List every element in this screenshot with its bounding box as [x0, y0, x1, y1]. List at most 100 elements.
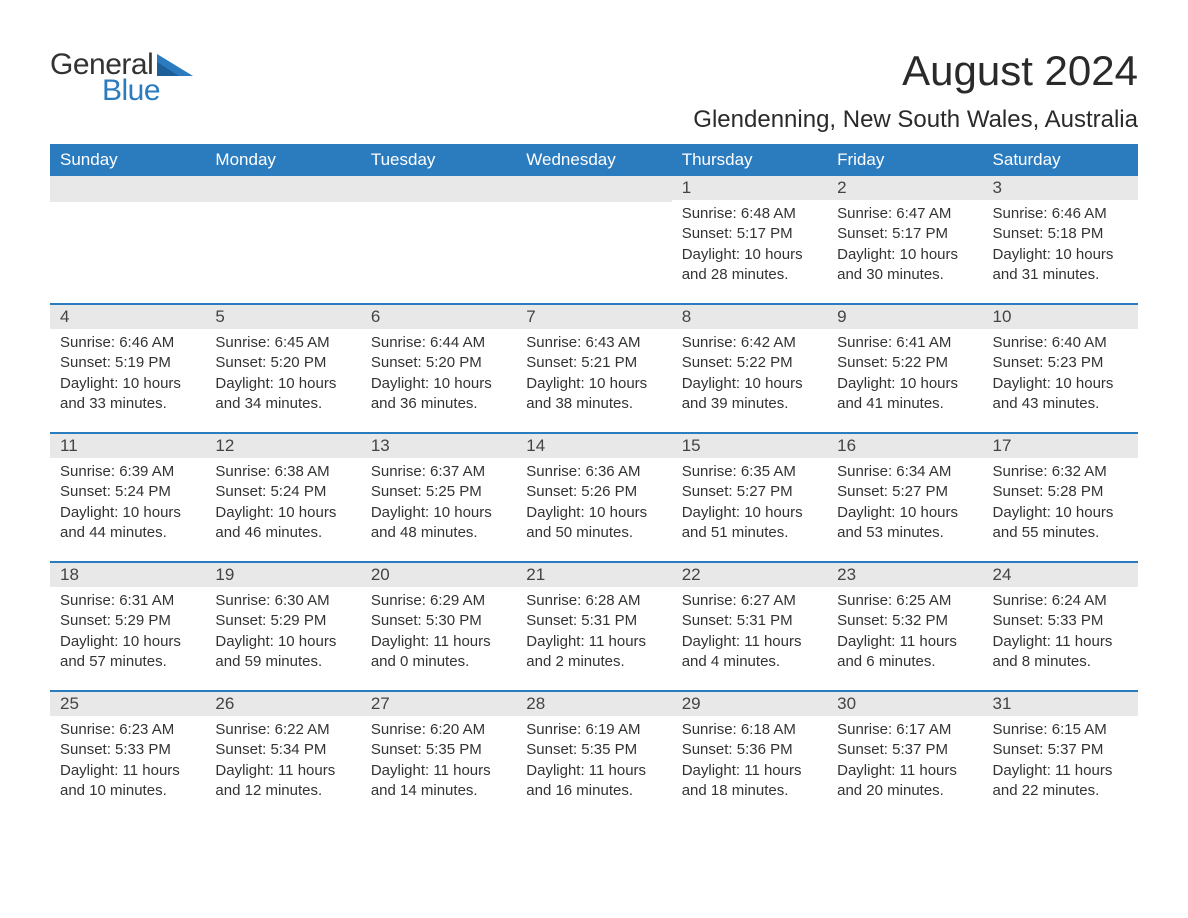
- day-content: Sunrise: 6:22 AMSunset: 5:34 PMDaylight:…: [205, 716, 360, 819]
- calendar-day-cell: 18Sunrise: 6:31 AMSunset: 5:29 PMDayligh…: [50, 561, 205, 690]
- day-cell-inner: 29Sunrise: 6:18 AMSunset: 5:36 PMDayligh…: [672, 690, 827, 819]
- daylight-line: Daylight: 10 hours and 31 minutes.: [993, 245, 1128, 286]
- calendar-day-cell: 20Sunrise: 6:29 AMSunset: 5:30 PMDayligh…: [361, 561, 516, 690]
- daylight-line: Daylight: 11 hours and 0 minutes.: [371, 632, 506, 673]
- sunset-line: Sunset: 5:26 PM: [526, 482, 661, 502]
- calendar-day-cell: 14 Sunrise: 6:36 AMSunset: 5:26 PMDayligh…: [516, 432, 671, 561]
- header-titles: August 2024 Glendenning, New South Wales…: [693, 50, 1138, 134]
- sunrise-line: Sunrise: 6:34 AM: [837, 462, 972, 482]
- sunrise-line: Sunrise: 6:37 AM: [371, 462, 506, 482]
- day-cell-inner: 16Sunrise: 6:34 AMSunset: 5:27 PMDayligh…: [827, 432, 982, 561]
- sunset-line: Sunset: 5:20 PM: [371, 353, 506, 373]
- calendar-day-cell: 4Sunrise: 6:46 AMSunset: 5:19 PMDaylight…: [50, 303, 205, 432]
- weekday-header-row: SundayMondayTuesdayWednesdayThursdayFrid…: [50, 144, 1138, 176]
- logo-triangle-icon: [157, 54, 193, 76]
- daylight-line: Daylight: 10 hours and 36 minutes.: [371, 374, 506, 415]
- day-cell-inner: 9Sunrise: 6:41 AMSunset: 5:22 PMDaylight…: [827, 303, 982, 432]
- calendar-day-cell: 6Sunrise: 6:44 AMSunset: 5:20 PMDaylight…: [361, 303, 516, 432]
- calendar-day-cell: 28Sunrise: 6:19 AMSunset: 5:35 PMDayligh…: [516, 690, 671, 819]
- day-content: Sunrise: 6:19 AMSunset: 5:35 PMDaylight:…: [516, 716, 671, 819]
- sunset-line: Sunset: 5:20 PM: [215, 353, 350, 373]
- location-title: Glendenning, New South Wales, Australia: [693, 106, 1138, 134]
- daylight-line: Daylight: 10 hours and 39 minutes.: [682, 374, 817, 415]
- day-number-bar: 19: [205, 561, 360, 587]
- day-cell-inner: [205, 176, 360, 296]
- day-content: Sunrise: 6:48 AMSunset: 5:17 PMDaylight:…: [672, 200, 827, 303]
- sunrise-line: Sunrise: 6:28 AM: [526, 591, 661, 611]
- sunrise-line: Sunrise: 6:46 AM: [60, 333, 195, 353]
- calendar-tbody: 1Sunrise: 6:48 AMSunset: 5:17 PMDaylight…: [50, 176, 1138, 819]
- sunset-line: Sunset: 5:31 PM: [526, 611, 661, 631]
- calendar-day-cell: 12Sunrise: 6:38 AMSunset: 5:24 PMDayligh…: [205, 432, 360, 561]
- sunset-line: Sunset: 5:32 PM: [837, 611, 972, 631]
- daylight-line: Daylight: 11 hours and 18 minutes.: [682, 761, 817, 802]
- sunrise-line: Sunrise: 6:46 AM: [993, 204, 1128, 224]
- day-number-bar: 25: [50, 690, 205, 716]
- day-number-bar: 23: [827, 561, 982, 587]
- daylight-line: Daylight: 11 hours and 8 minutes.: [993, 632, 1128, 673]
- page-container: General Blue August 2024 Glendenning, Ne…: [0, 0, 1188, 859]
- sunrise-line: Sunrise: 6:27 AM: [682, 591, 817, 611]
- day-content: Sunrise: 6:20 AMSunset: 5:35 PMDaylight:…: [361, 716, 516, 819]
- calendar-day-cell: [205, 176, 360, 303]
- calendar-table: SundayMondayTuesdayWednesdayThursdayFrid…: [50, 144, 1138, 819]
- day-cell-inner: 24Sunrise: 6:24 AMSunset: 5:33 PMDayligh…: [983, 561, 1138, 690]
- sunrise-line: Sunrise: 6:19 AM: [526, 720, 661, 740]
- weekday-header: Friday: [827, 144, 982, 176]
- weekday-header: Tuesday: [361, 144, 516, 176]
- day-content: Sunrise: 6:24 AMSunset: 5:33 PMDaylight:…: [983, 587, 1138, 690]
- weekday-header: Monday: [205, 144, 360, 176]
- day-cell-inner: 22Sunrise: 6:27 AMSunset: 5:31 PMDayligh…: [672, 561, 827, 690]
- daylight-line: Daylight: 10 hours and 50 minutes.: [526, 503, 661, 544]
- day-content: Sunrise: 6:23 AMSunset: 5:33 PMDaylight:…: [50, 716, 205, 819]
- day-number-bar-empty: [516, 176, 671, 202]
- day-content: Sunrise: 6:43 AMSunset: 5:21 PMDaylight:…: [516, 329, 671, 432]
- calendar-week-row: 1Sunrise: 6:48 AMSunset: 5:17 PMDaylight…: [50, 176, 1138, 303]
- sunrise-line: Sunrise: 6:44 AM: [371, 333, 506, 353]
- sunrise-line: Sunrise: 6:38 AM: [215, 462, 350, 482]
- calendar-day-cell: 17Sunrise: 6:32 AMSunset: 5:28 PMDayligh…: [983, 432, 1138, 561]
- day-content: Sunrise: 6:28 AMSunset: 5:31 PMDaylight:…: [516, 587, 671, 690]
- daylight-line: Daylight: 10 hours and 33 minutes.: [60, 374, 195, 415]
- sunrise-line: Sunrise: 6:43 AM: [526, 333, 661, 353]
- sunrise-line: Sunrise: 6:15 AM: [993, 720, 1128, 740]
- day-cell-inner: 28Sunrise: 6:19 AMSunset: 5:35 PMDayligh…: [516, 690, 671, 819]
- day-content: Sunrise: 6:45 AMSunset: 5:20 PMDaylight:…: [205, 329, 360, 432]
- day-content: Sunrise: 6:34 AMSunset: 5:27 PMDaylight:…: [827, 458, 982, 561]
- sunset-line: Sunset: 5:19 PM: [60, 353, 195, 373]
- day-cell-inner: 26Sunrise: 6:22 AMSunset: 5:34 PMDayligh…: [205, 690, 360, 819]
- calendar-day-cell: 8Sunrise: 6:42 AMSunset: 5:22 PMDaylight…: [672, 303, 827, 432]
- daylight-line: Daylight: 11 hours and 14 minutes.: [371, 761, 506, 802]
- sunrise-line: Sunrise: 6:18 AM: [682, 720, 817, 740]
- calendar-thead: SundayMondayTuesdayWednesdayThursdayFrid…: [50, 144, 1138, 176]
- day-cell-inner: [50, 176, 205, 296]
- sunrise-line: Sunrise: 6:48 AM: [682, 204, 817, 224]
- day-number-bar: 14: [516, 432, 671, 458]
- day-number-bar: 5: [205, 303, 360, 329]
- sunrise-line: Sunrise: 6:32 AM: [993, 462, 1128, 482]
- daylight-line: Daylight: 10 hours and 46 minutes.: [215, 503, 350, 544]
- day-content: Sunrise: 6:15 AMSunset: 5:37 PMDaylight:…: [983, 716, 1138, 819]
- daylight-line: Daylight: 10 hours and 55 minutes.: [993, 503, 1128, 544]
- sunrise-line: Sunrise: 6:41 AM: [837, 333, 972, 353]
- calendar-day-cell: 16Sunrise: 6:34 AMSunset: 5:27 PMDayligh…: [827, 432, 982, 561]
- day-content: Sunrise: 6:47 AMSunset: 5:17 PMDaylight:…: [827, 200, 982, 303]
- day-number-bar: 20: [361, 561, 516, 587]
- day-number-bar: 17: [983, 432, 1138, 458]
- sunset-line: Sunset: 5:23 PM: [993, 353, 1128, 373]
- day-number-bar: 24: [983, 561, 1138, 587]
- sunset-line: Sunset: 5:29 PM: [215, 611, 350, 631]
- day-cell-inner: 25Sunrise: 6:23 AMSunset: 5:33 PMDayligh…: [50, 690, 205, 819]
- sunrise-line: Sunrise: 6:36 AM: [526, 462, 661, 482]
- calendar-week-row: 11Sunrise: 6:39 AMSunset: 5:24 PMDayligh…: [50, 432, 1138, 561]
- day-cell-inner: 8Sunrise: 6:42 AMSunset: 5:22 PMDaylight…: [672, 303, 827, 432]
- day-number-bar: 1: [672, 176, 827, 200]
- sunset-line: Sunset: 5:27 PM: [682, 482, 817, 502]
- daylight-line: Daylight: 10 hours and 30 minutes.: [837, 245, 972, 286]
- calendar-day-cell: 2Sunrise: 6:47 AMSunset: 5:17 PMDaylight…: [827, 176, 982, 303]
- sunset-line: Sunset: 5:31 PM: [682, 611, 817, 631]
- calendar-day-cell: 23Sunrise: 6:25 AMSunset: 5:32 PMDayligh…: [827, 561, 982, 690]
- day-content: Sunrise: 6:18 AMSunset: 5:36 PMDaylight:…: [672, 716, 827, 819]
- sunset-line: Sunset: 5:27 PM: [837, 482, 972, 502]
- calendar-day-cell: 31Sunrise: 6:15 AMSunset: 5:37 PMDayligh…: [983, 690, 1138, 819]
